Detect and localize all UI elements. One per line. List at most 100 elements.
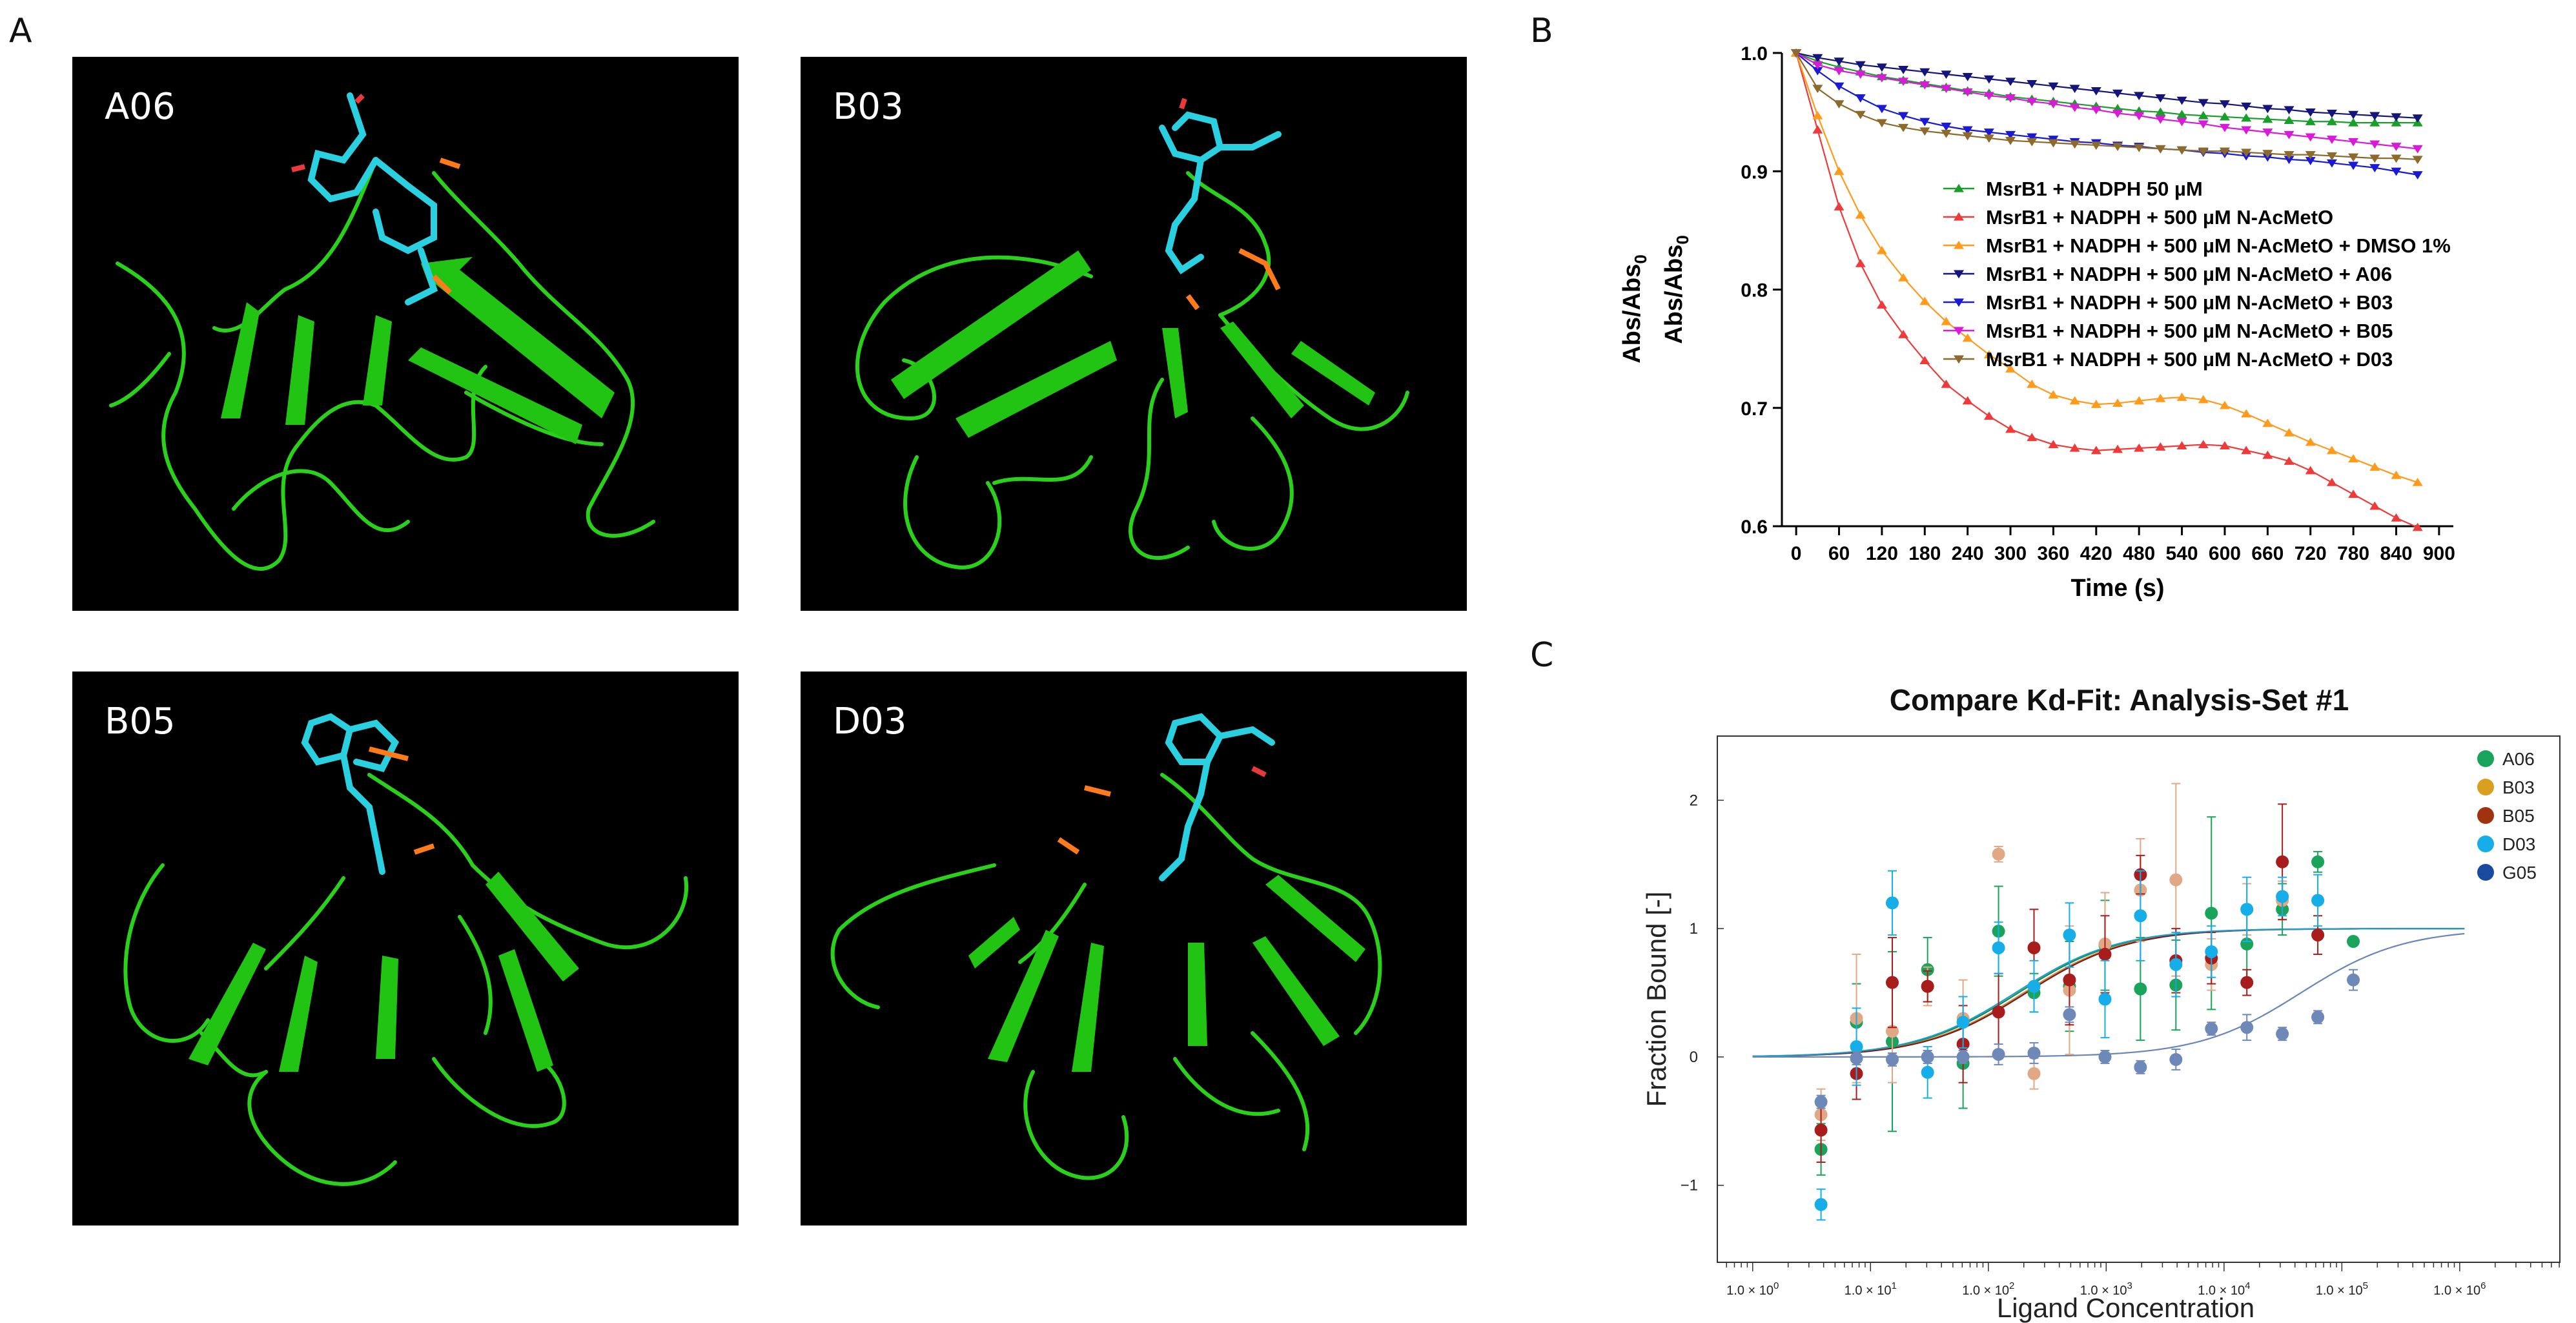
data-point — [2048, 390, 2059, 399]
data-point — [2391, 513, 2402, 522]
data-point — [1919, 127, 1930, 136]
data-point — [2412, 171, 2423, 179]
data-point — [2219, 123, 2230, 132]
data-point — [2048, 440, 2059, 449]
data-point — [2027, 1046, 2041, 1060]
structure-label-b03: B03 — [833, 86, 904, 128]
data-point — [2198, 120, 2209, 129]
x-tick-label: 360 — [2037, 543, 2069, 564]
data-point — [2176, 118, 2187, 127]
data-point — [2326, 477, 2337, 486]
data-point — [2155, 145, 2166, 154]
data-point — [2098, 992, 2112, 1006]
series-D03 — [1814, 870, 2325, 1221]
data-point — [2090, 106, 2101, 115]
data-point — [1812, 110, 1823, 119]
data-point — [2276, 890, 2289, 903]
data-point — [1876, 300, 1887, 309]
data-point — [2311, 1010, 2325, 1024]
x-tick-label: 1.0 × 100 — [1726, 1280, 1779, 1298]
data-point — [1992, 941, 2005, 954]
data-point — [1921, 979, 1934, 993]
data-point — [1983, 134, 1994, 143]
data-point — [2240, 938, 2254, 951]
legend-entry: MsrB1 + NADPH 50 µM — [1986, 178, 2203, 200]
data-point — [2391, 154, 2402, 163]
data-point — [1855, 94, 1866, 103]
legend-marker — [1954, 355, 1964, 364]
data-point — [2069, 103, 2080, 112]
data-point — [2348, 161, 2359, 170]
legend-entry: MsrB1 + NADPH + 500 µM N-AcMetO + B05 — [1986, 320, 2393, 342]
data-point — [2326, 159, 2337, 168]
data-point — [1834, 67, 1845, 76]
y-axis-label-main: Abs/Abs — [1619, 264, 1646, 364]
data-point — [2176, 96, 2187, 105]
data-point — [2369, 164, 2380, 172]
data-point — [2069, 443, 2080, 452]
data-point — [2241, 149, 2252, 158]
x-tick-label: 900 — [2423, 543, 2455, 564]
data-point — [2305, 466, 2316, 475]
data-point — [2063, 1008, 2076, 1021]
data-point — [2262, 105, 2273, 114]
data-point — [2176, 146, 2187, 155]
data-point — [1855, 258, 1866, 267]
data-point — [2134, 909, 2147, 923]
data-point — [2048, 82, 2059, 91]
data-point — [2241, 409, 2252, 418]
x-tick-label: 1.0 × 101 — [1845, 1280, 1897, 1298]
data-point — [2069, 396, 2080, 405]
x-tick-label: 1.0 × 103 — [2080, 1280, 2132, 1298]
data-point — [2348, 454, 2359, 463]
panel-label-c: C — [1530, 636, 1554, 675]
data-point — [2391, 118, 2402, 127]
series-0 — [1791, 48, 2423, 127]
data-point — [1812, 54, 1823, 63]
legend-marker — [2477, 807, 2494, 824]
data-point — [1962, 73, 1973, 81]
x-tick-label: 1.0 × 106 — [2433, 1280, 2486, 1298]
data-point — [2412, 522, 2423, 531]
data-point — [2369, 154, 2380, 163]
data-point — [1850, 1040, 1863, 1054]
legend-marker — [1954, 270, 1964, 279]
data-point — [1876, 105, 1887, 114]
data-point — [2205, 1022, 2218, 1036]
data-point — [2005, 424, 2016, 433]
data-point — [1834, 167, 1845, 175]
data-point — [1921, 1050, 1934, 1063]
y-tick-label: 0.8 — [1741, 280, 1768, 302]
data-point — [2112, 143, 2123, 151]
data-point — [1941, 316, 1952, 325]
data-point — [1885, 896, 1899, 910]
legend-entry: D03 — [2502, 834, 2535, 854]
data-point — [2347, 973, 2360, 987]
legend-entry: G05 — [2502, 863, 2537, 883]
data-point — [2169, 873, 2183, 887]
legend-marker — [1954, 240, 1964, 249]
series-4 — [1791, 49, 2423, 179]
data-point — [2305, 108, 2316, 117]
x-minor-ticks — [1726, 1262, 2560, 1271]
data-point — [2284, 150, 2295, 159]
y-tick-label: 2 — [1690, 792, 1698, 809]
data-point — [2176, 393, 2187, 401]
data-point — [2326, 136, 2337, 144]
series-G05 — [1814, 969, 2360, 1109]
data-point — [2412, 145, 2423, 154]
data-point — [2369, 118, 2380, 127]
structure-label-a06: A06 — [105, 86, 176, 128]
data-point — [2241, 113, 2252, 122]
data-point — [1983, 350, 1994, 358]
data-point — [1919, 118, 1930, 127]
data-point — [2284, 428, 2295, 436]
x-tick-label: 480 — [2123, 543, 2155, 564]
data-point — [1791, 49, 1802, 58]
data-point — [2027, 80, 2038, 88]
data-point — [2219, 112, 2230, 121]
data-point — [1919, 68, 1930, 77]
legend-marker — [2477, 864, 2494, 881]
data-point — [2090, 446, 2101, 455]
data-point — [2412, 156, 2423, 165]
